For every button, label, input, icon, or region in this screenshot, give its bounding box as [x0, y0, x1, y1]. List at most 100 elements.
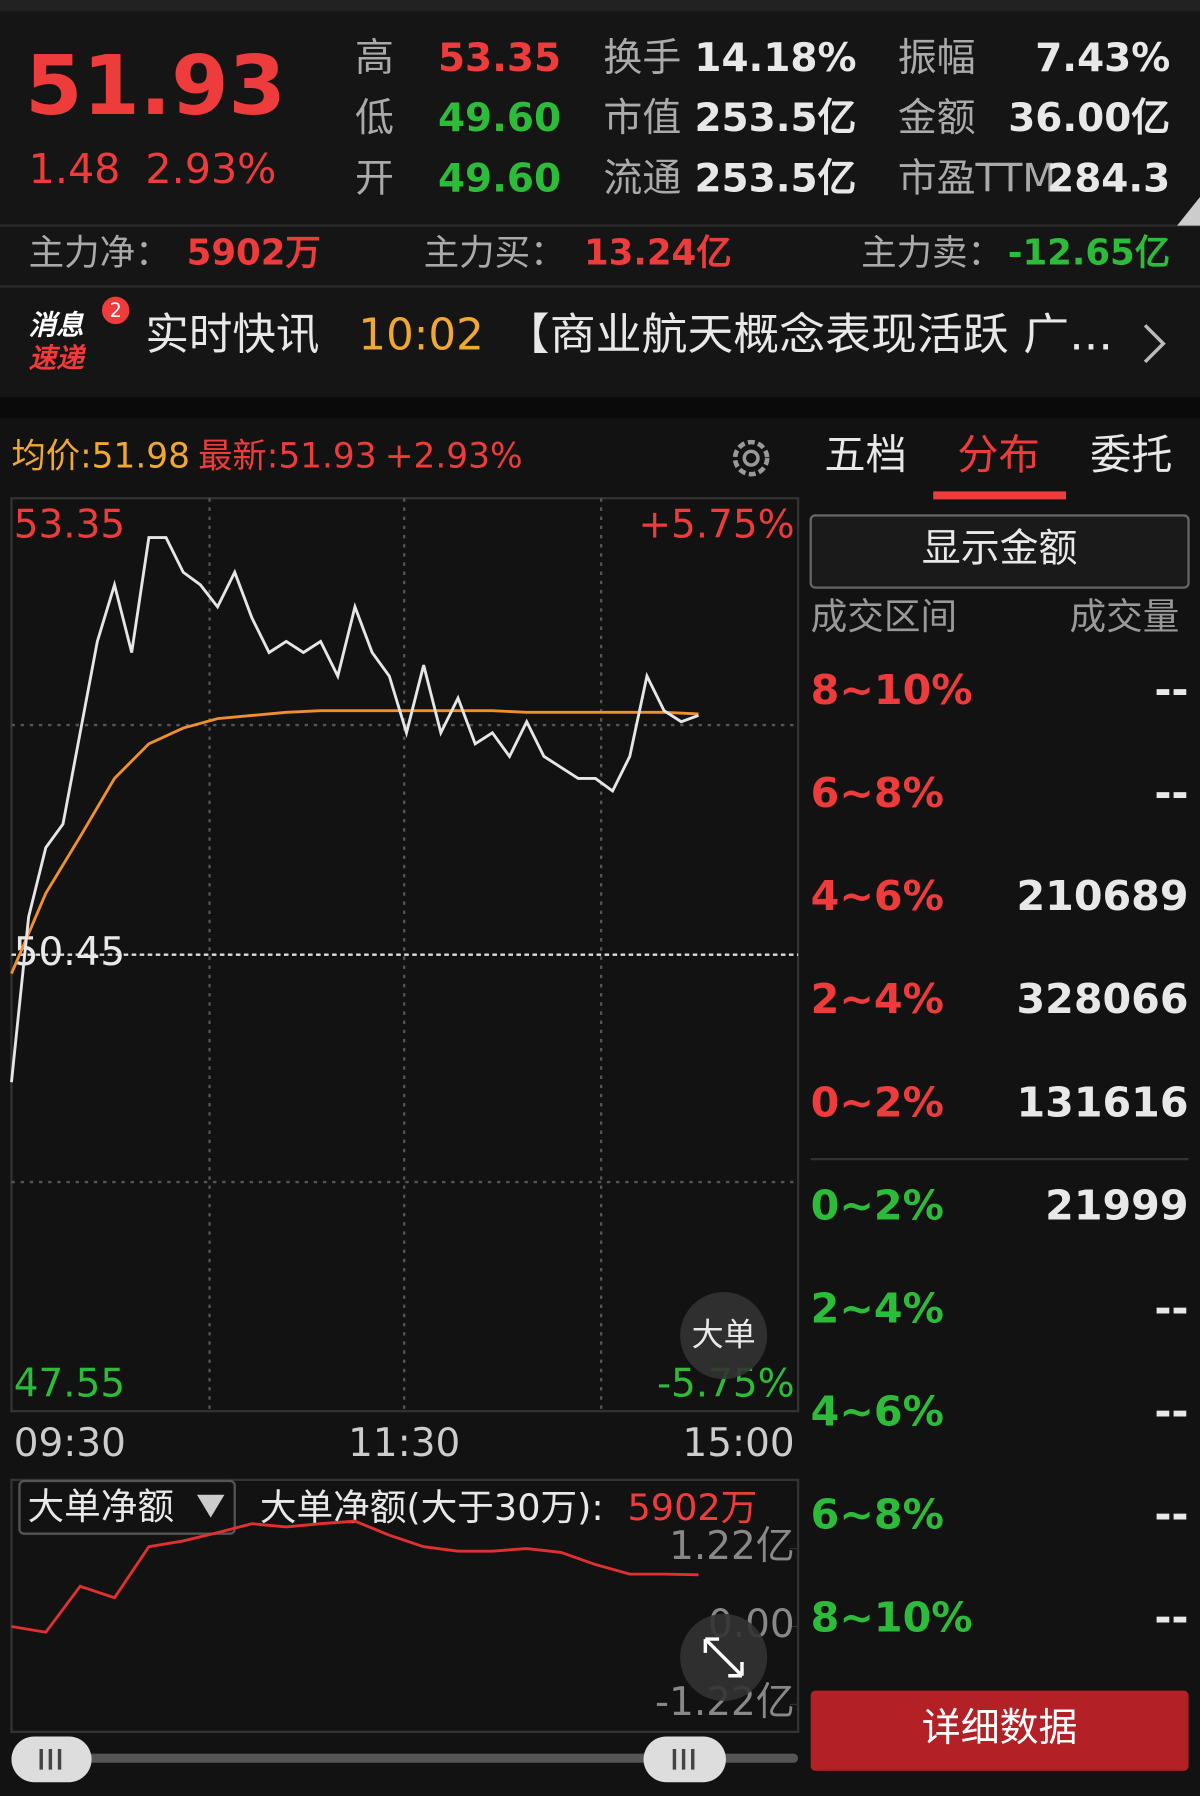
latest-price: 最新:51.93 [198, 437, 377, 477]
range-label: 2~4% [811, 975, 944, 1023]
stat-label: 市值 [603, 96, 681, 141]
volume-value: -- [1154, 1491, 1188, 1539]
big-order-button[interactable]: 大单 [680, 1292, 768, 1380]
stat-value: 7.43% [1035, 36, 1170, 81]
y-tick-label: 1.22亿 [669, 1524, 795, 1569]
stat-label: 高 [355, 36, 394, 81]
flow-value: 13.24亿 [584, 232, 732, 273]
stat-label: 低 [355, 96, 394, 141]
chevron [1143, 324, 1166, 364]
button-label: 大单 [692, 1316, 756, 1354]
volume-value: -- [1154, 666, 1188, 714]
stat-label: 振幅 [898, 36, 976, 81]
stats: 高 53.35 换手 14.18% 振幅 7.43% 低 49.60 市值 253.5亿 金额 36.… [355, 36, 1170, 201]
indicator-value: 5902万 [627, 1486, 757, 1529]
volume-value: 21999 [1045, 1181, 1188, 1229]
indicator-title: 大单净额(大于30万): [260, 1486, 604, 1529]
avg-price: 均价:51.98 [11, 437, 190, 477]
stat-value: 49.60 [438, 156, 561, 201]
stat-value: 253.5亿 [694, 156, 856, 201]
tab[interactable]: 委托 [1090, 431, 1172, 479]
range-label: 6~8% [811, 1491, 944, 1539]
indicator-frame [10, 1478, 800, 1734]
detail-button[interactable]: 详细数据 [810, 1690, 1189, 1771]
settings-icon[interactable] [732, 439, 770, 477]
stat-label: 换手 [603, 36, 681, 81]
y-tick-label: 53.35 [14, 502, 125, 547]
volume-value: 328066 [1016, 975, 1188, 1023]
badge-count: 2 [109, 299, 121, 322]
news-headline: 【商业航天概念表现活跃 广... [504, 310, 1113, 360]
avg-line [10, 709, 699, 975]
flow-label: 主力卖： [861, 232, 1003, 273]
range-slider[interactable] [11, 1736, 799, 1783]
y-tick-label: 47.55 [14, 1361, 125, 1406]
news-badge: 速递 [29, 343, 87, 375]
news-badge: 消息 [29, 309, 84, 341]
latest-pct: +2.93% [385, 437, 523, 477]
pct-high: +5.75% [638, 502, 794, 547]
stat-value: 14.18% [694, 36, 856, 81]
selector-label: 大单净额 [27, 1485, 173, 1528]
tab[interactable]: 分布 [957, 431, 1039, 479]
flow-value: -12.65亿 [1008, 232, 1171, 273]
x-tick-label: 09:30 [14, 1421, 126, 1466]
change: 1.48 [29, 145, 121, 193]
range-label: 0~2% [811, 1078, 944, 1126]
y-tick-label: 50.45 [14, 930, 125, 975]
column-header: 成交量 [1070, 595, 1180, 638]
expand-button[interactable] [680, 1613, 768, 1701]
indicator-chart: 1.22亿0.00-1.22亿 [11, 1519, 799, 1725]
header-bg [0, 0, 1200, 398]
range-label: 8~10% [811, 666, 973, 714]
volume-value: -- [1154, 1284, 1188, 1332]
tab[interactable]: 五档 [824, 431, 906, 479]
badge-dot [101, 296, 130, 325]
button-label: 详细数据 [922, 1706, 1078, 1751]
range-label: 4~6% [811, 872, 944, 920]
column-header: 成交区间 [811, 595, 957, 638]
stat-label: 市盈TTM [898, 156, 1056, 201]
range-label: 6~8% [811, 769, 944, 817]
price: 51.93 [25, 38, 286, 134]
divider [0, 397, 1200, 419]
corner [1177, 197, 1200, 226]
stat-value: 284.3 [1047, 156, 1170, 201]
volume-value: 210689 [1016, 872, 1188, 920]
tab-underline [933, 491, 1067, 500]
intraday-chart: 53.35 50.45 47.55 09:30 11:30 15:00 [10, 502, 799, 1466]
stat-value: 253.5亿 [694, 96, 856, 141]
range-label: 4~6% [811, 1388, 944, 1436]
stat-value: 53.35 [438, 36, 561, 81]
tabs: 五档 分布 委托 [824, 431, 1172, 479]
range-label: 0~2% [811, 1181, 944, 1229]
x-tick-label: 11:30 [348, 1421, 460, 1466]
news-time: 10:02 [358, 310, 483, 360]
news-row[interactable]: 消息 速递 2 实时快讯 10:02 【商业航天概念表现活跃 广... [29, 296, 1166, 375]
big-order-line [11, 1519, 699, 1634]
stat-label: 金额 [898, 96, 976, 141]
stat-value: 49.60 [438, 96, 561, 141]
range-label: 8~10% [811, 1594, 973, 1642]
grid [11, 498, 799, 1412]
volume-value: -- [1154, 769, 1188, 817]
volume-value: -- [1154, 1594, 1188, 1642]
change-pct: 2.93% [145, 145, 276, 193]
price-line [10, 536, 699, 1083]
stat-label: 流通 [603, 156, 681, 201]
button-label: 显示金额 [922, 526, 1078, 571]
stat-label: 开 [355, 156, 394, 201]
flow-label: 主力净： [29, 232, 171, 273]
distribution-table: 8~10% -- 6~8% -- 4~6% 210689 2~4% 328066 0~2% 131… [811, 666, 1189, 1642]
status-bar [0, 0, 1200, 12]
show-amount-button[interactable]: 显示金额 [809, 514, 1190, 589]
stat-value: 36.00亿 [1008, 96, 1170, 141]
volume-value: 131616 [1016, 1078, 1188, 1126]
news-title: 实时快讯 [145, 310, 319, 360]
flow-value: 5902万 [187, 232, 321, 273]
flow-label: 主力买： [424, 232, 566, 273]
indicator-selector[interactable]: 大单净额 [18, 1479, 236, 1535]
x-tick-label: 15:00 [683, 1421, 795, 1466]
